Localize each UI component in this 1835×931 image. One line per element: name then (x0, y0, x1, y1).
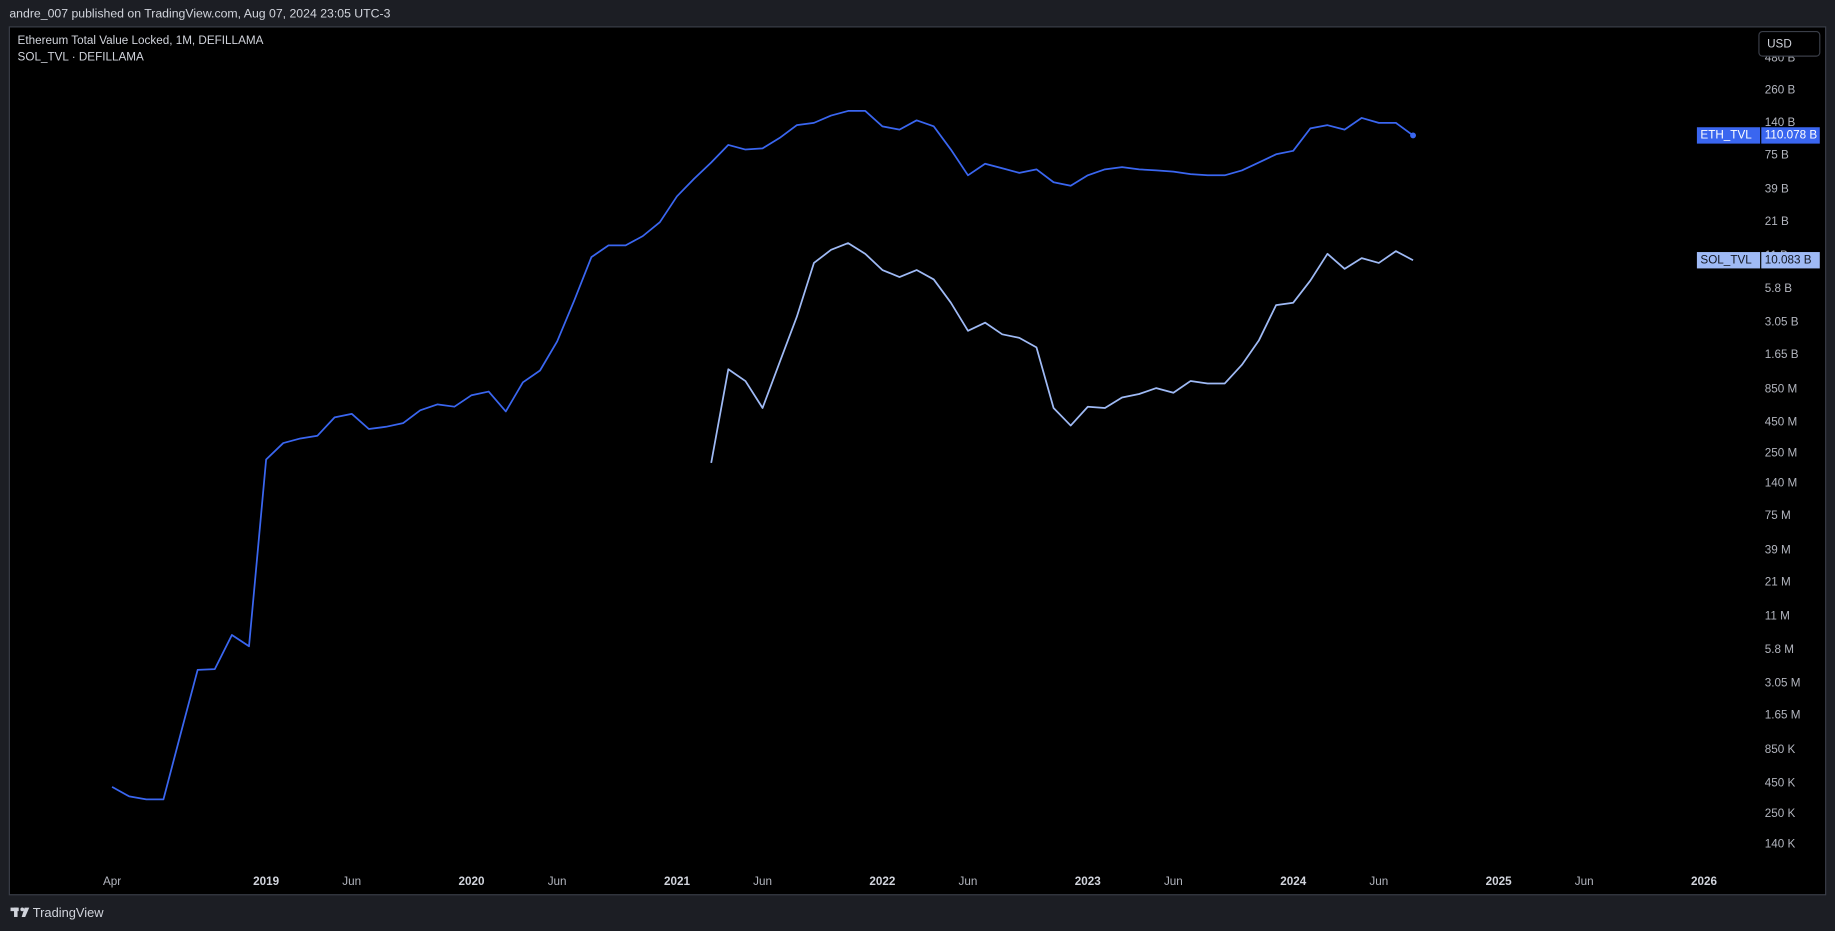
value-badge (1761, 252, 1820, 269)
last-point (1410, 132, 1416, 139)
y-tick-label: 11 M (1765, 609, 1790, 622)
y-tick-label: 21 B (1765, 215, 1789, 228)
footer-brand: TradingView (33, 905, 104, 920)
y-tick-label: 850 K (1765, 743, 1796, 756)
y-tick-label: 75 M (1765, 509, 1791, 522)
y-tick-label: 450 K (1765, 776, 1796, 789)
y-tick-label: 850 M (1765, 382, 1797, 395)
legend-entry: SOL_TVL · DEFILLAMA (18, 50, 144, 63)
y-tick-label: 3.05 M (1765, 676, 1801, 689)
chart-pane (8, 26, 1827, 896)
y-tick-label: 1.65 M (1765, 708, 1801, 721)
x-tick-label: Jun (342, 875, 361, 888)
x-tick-label: 2026 (1691, 875, 1718, 888)
x-tick-label: Jun (548, 875, 567, 888)
value-label: 110.078 B (1765, 129, 1818, 142)
x-tick-label: 2022 (869, 875, 896, 888)
x-tick-label: Apr (103, 875, 121, 888)
series-line (710, 242, 1414, 464)
y-tick-label: 3.05 B (1765, 316, 1799, 329)
tradingview-logo (10, 907, 30, 917)
publish-info: andre_007 published on TradingView.com, … (9, 6, 390, 20)
series-name: ETH_TVL (1700, 129, 1752, 142)
y-tick-label: 260 B (1765, 84, 1796, 97)
y-tick-label: 21 M (1765, 576, 1791, 589)
x-tick-label: 2021 (664, 875, 691, 888)
currency-button[interactable] (1758, 30, 1821, 57)
y-tick-label: 250 M (1765, 446, 1797, 459)
y-tick-label: 39 B (1765, 183, 1789, 196)
y-tick-label: 75 B (1765, 149, 1789, 162)
y-tick-label: 250 K (1765, 807, 1796, 820)
x-tick-label: Jun (959, 875, 978, 888)
x-tick-label: 2019 (253, 875, 280, 888)
series-name-badge (1696, 252, 1761, 269)
x-tick-label: 2024 (1280, 875, 1307, 888)
x-tick-label: Jun (1369, 875, 1388, 888)
y-tick-label: 140 M (1765, 477, 1797, 490)
y-tick-label: 5.8 M (1765, 643, 1794, 656)
legend-entry: Ethereum Total Value Locked, 1M, DEFILLA… (18, 34, 264, 47)
x-tick-label: Jun (1575, 875, 1594, 888)
x-tick-label: 2025 (1486, 875, 1513, 888)
y-tick-label: 140 B (1765, 116, 1796, 129)
y-tick-label: 140 K (1765, 837, 1796, 850)
x-tick-label: 2023 (1075, 875, 1102, 888)
series-name-badge (1696, 127, 1761, 144)
y-tick-label: 450 M (1765, 416, 1797, 429)
value-badge (1761, 127, 1820, 144)
y-tick-label: 39 M (1765, 543, 1791, 556)
x-tick-label: Jun (753, 875, 772, 888)
x-tick-label: Jun (1164, 875, 1183, 888)
series-line (111, 110, 1414, 801)
y-tick-label: 5.8 B (1765, 282, 1793, 295)
x-tick-label: 2020 (459, 875, 486, 888)
currency-label[interactable]: USD (1767, 38, 1792, 51)
y-tick-label: 1.65 B (1765, 348, 1799, 361)
series-name: SOL_TVL (1700, 253, 1752, 266)
value-label: 10.083 B (1765, 253, 1812, 266)
